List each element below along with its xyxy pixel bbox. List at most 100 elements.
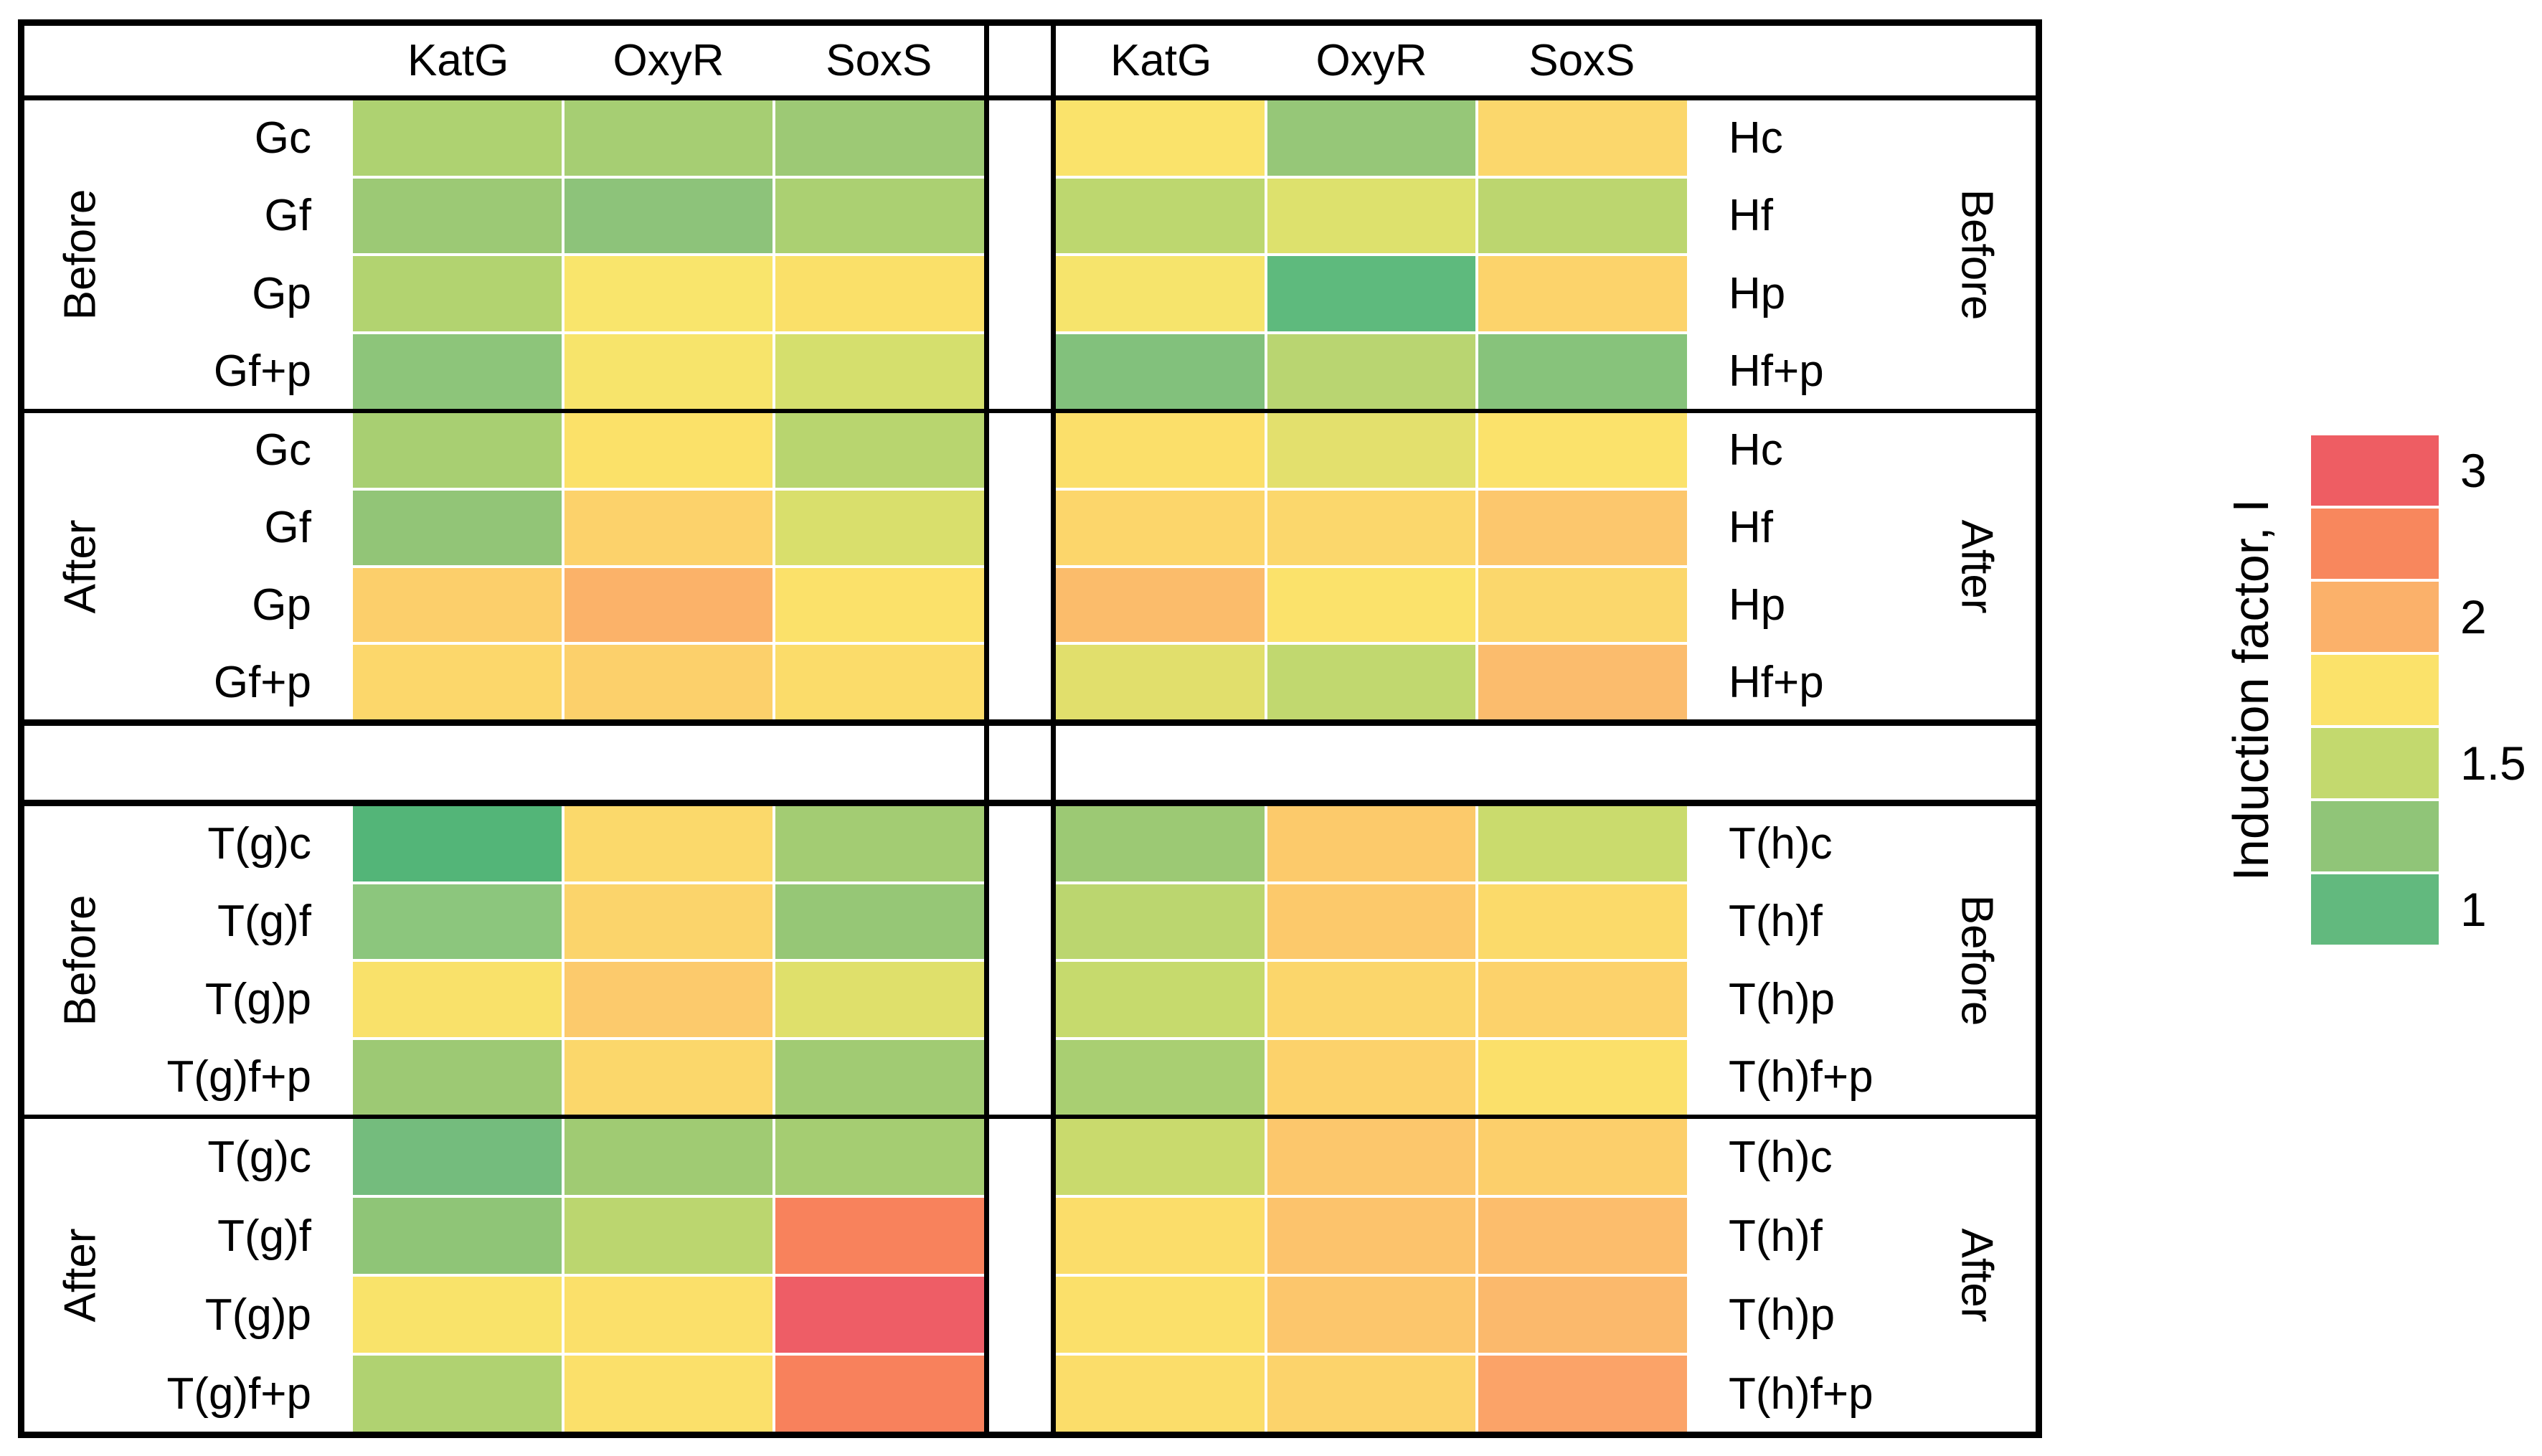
cell-G-after-Gf-OxyR bbox=[564, 490, 773, 565]
cell-G-before-Gc-SoxS bbox=[775, 100, 984, 176]
cell-H-after-Hp-OxyR bbox=[1267, 567, 1476, 643]
cell-G-before-Gf+p-KatG bbox=[353, 334, 562, 409]
legend-swatch-2 bbox=[2311, 582, 2439, 652]
row-label-T(g)f: T(g)f bbox=[217, 897, 311, 947]
row-labels-tg-before: T(g)c T(g)f T(g)p T(g)f+p bbox=[136, 806, 353, 1115]
header-gutter-right bbox=[1687, 26, 2036, 100]
cell-H-after-Hf+p-KatG bbox=[1056, 645, 1265, 719]
cell-Tg-before-T(g)p-KatG bbox=[353, 962, 562, 1037]
row-label-Hc: Hc bbox=[1729, 425, 1783, 476]
section-label-area: After bbox=[1917, 413, 2036, 719]
panel-gap-column bbox=[984, 26, 1056, 100]
cell-H-after-Hf-OxyR bbox=[1267, 490, 1476, 565]
cell-Th-before-T(h)p-KatG bbox=[1056, 962, 1265, 1037]
cell-Tg-after-T(g)f-KatG bbox=[353, 1198, 562, 1274]
cell-H-after-Hc-OxyR bbox=[1267, 413, 1476, 488]
legend-tick-1.5: 1.5 bbox=[2460, 737, 2526, 790]
row-label-T(g)f: T(g)f bbox=[217, 1211, 311, 1261]
section-label-area: After bbox=[24, 1119, 136, 1432]
cell-H-after-Hf+p-OxyR bbox=[1267, 645, 1476, 719]
cell-H-before-Hf+p-KatG bbox=[1056, 334, 1265, 409]
section-label-before: Before bbox=[55, 189, 105, 321]
row-label-Gp: Gp bbox=[252, 580, 311, 630]
cell-H-after-Hf-SoxS bbox=[1478, 490, 1687, 565]
legend-tick-3: 3 bbox=[2460, 444, 2487, 497]
heatmap-tg-before bbox=[353, 806, 984, 1119]
cell-Tg-before-T(g)c-KatG bbox=[353, 806, 562, 881]
row-label-gutter-tg-after: After T(g)c T(g)f T(g)p T(g)f+p bbox=[24, 1119, 353, 1432]
cell-H-after-Hf-KatG bbox=[1056, 490, 1265, 565]
column-headers-left: KatG OxyR SoxS bbox=[353, 26, 984, 100]
cell-G-before-Gf-SoxS bbox=[775, 178, 984, 253]
row-label-T(h)f+p: T(h)f+p bbox=[1729, 1052, 1874, 1102]
cell-G-before-Gf-OxyR bbox=[564, 178, 773, 253]
row-label-T(g)f+p: T(g)f+p bbox=[166, 1052, 311, 1102]
legend-tick-1: 1 bbox=[2460, 883, 2487, 936]
cell-G-after-Gp-OxyR bbox=[564, 567, 773, 643]
legend-swatch-0 bbox=[2311, 435, 2439, 506]
cell-G-after-Gf+p-SoxS bbox=[775, 645, 984, 719]
column-header-soxs: SoxS bbox=[1528, 36, 1635, 85]
cell-Tg-after-T(g)p-SoxS bbox=[775, 1277, 984, 1353]
cell-G-before-Gp-OxyR bbox=[564, 256, 773, 331]
cell-Th-after-T(h)f+p-KatG bbox=[1056, 1356, 1265, 1432]
row-label-gutter-h-after: Hc Hf Hp Hf+p After bbox=[1687, 413, 2036, 726]
cell-G-after-Gf-KatG bbox=[353, 490, 562, 565]
cell-G-after-Gp-KatG bbox=[353, 567, 562, 643]
cell-Th-after-T(h)f+p-SoxS bbox=[1478, 1356, 1687, 1432]
cell-Th-before-T(h)c-SoxS bbox=[1478, 806, 1687, 881]
column-header-oxyr: OxyR bbox=[1315, 36, 1427, 85]
section-label-area: Before bbox=[1917, 806, 2036, 1115]
column-header-katg: KatG bbox=[1110, 36, 1212, 85]
row-labels-tg-after: T(g)c T(g)f T(g)p T(g)f+p bbox=[136, 1119, 353, 1432]
row-label-Gf+p: Gf+p bbox=[213, 657, 311, 707]
cell-Tg-after-T(g)f+p-OxyR bbox=[564, 1356, 773, 1432]
cell-Tg-after-T(g)p-KatG bbox=[353, 1277, 562, 1353]
row-label-T(h)f+p: T(h)f+p bbox=[1729, 1368, 1874, 1419]
heatmap-h-before bbox=[1056, 100, 1687, 413]
cell-Th-before-T(h)c-OxyR bbox=[1267, 806, 1476, 881]
section-label-area: After bbox=[1917, 1119, 2036, 1432]
cell-H-after-Hc-SoxS bbox=[1478, 413, 1687, 488]
column-header-soxs: SoxS bbox=[826, 36, 932, 85]
cell-Th-after-T(h)c-OxyR bbox=[1267, 1119, 1476, 1195]
row-label-T(g)p: T(g)p bbox=[204, 1290, 311, 1340]
header-gutter-left bbox=[24, 26, 353, 100]
cell-H-before-Hf-KatG bbox=[1056, 178, 1265, 253]
row-label-Hf+p: Hf+p bbox=[1729, 657, 1824, 707]
row-label-gutter-g-after: After Gc Gf Gp Gf+p bbox=[24, 413, 353, 726]
row-label-T(g)c: T(g)c bbox=[207, 1132, 311, 1182]
cell-Th-before-T(h)f+p-OxyR bbox=[1267, 1039, 1476, 1115]
column-header-oxyr: OxyR bbox=[613, 36, 724, 85]
row-label-Hf+p: Hf+p bbox=[1729, 346, 1824, 397]
cell-Tg-before-T(g)c-SoxS bbox=[775, 806, 984, 881]
panel-gap-column bbox=[984, 413, 1056, 726]
row-labels-g-before: Gc Gf Gp Gf+p bbox=[136, 100, 353, 409]
cell-H-after-Hc-KatG bbox=[1056, 413, 1265, 488]
section-label-after: After bbox=[55, 1228, 105, 1323]
cell-Tg-before-T(g)f-SoxS bbox=[775, 884, 984, 959]
cell-Tg-before-T(g)f-OxyR bbox=[564, 884, 773, 959]
heatmap-g-after bbox=[353, 413, 984, 726]
cell-G-before-Gc-OxyR bbox=[564, 100, 773, 176]
legend-color-bar bbox=[2311, 435, 2439, 945]
cell-Tg-after-T(g)p-OxyR bbox=[564, 1277, 773, 1353]
cell-Tg-after-T(g)c-OxyR bbox=[564, 1119, 773, 1195]
row-label-T(g)f+p: T(g)f+p bbox=[166, 1368, 311, 1419]
legend-swatch-4 bbox=[2311, 728, 2439, 798]
cell-Th-before-T(h)f+p-SoxS bbox=[1478, 1039, 1687, 1115]
cell-Tg-before-T(g)p-SoxS bbox=[775, 962, 984, 1037]
cell-G-before-Gf-KatG bbox=[353, 178, 562, 253]
row-label-T(h)c: T(h)c bbox=[1729, 1132, 1833, 1182]
cell-Th-after-T(h)c-KatG bbox=[1056, 1119, 1265, 1195]
cell-H-before-Hf-SoxS bbox=[1478, 178, 1687, 253]
row-labels-h-after: Hc Hf Hp Hf+p bbox=[1687, 413, 1917, 719]
row-label-T(h)f: T(h)f bbox=[1729, 1211, 1823, 1261]
cell-G-after-Gp-SoxS bbox=[775, 567, 984, 643]
row-label-gutter-th-before: T(h)c T(h)f T(h)p T(h)f+p Before bbox=[1687, 806, 2036, 1119]
heatmap-th-after bbox=[1056, 1119, 1687, 1432]
section-label-area: After bbox=[24, 413, 136, 719]
cell-H-before-Hp-KatG bbox=[1056, 256, 1265, 331]
cell-Th-after-T(h)p-KatG bbox=[1056, 1277, 1265, 1353]
cell-H-after-Hp-SoxS bbox=[1478, 567, 1687, 643]
